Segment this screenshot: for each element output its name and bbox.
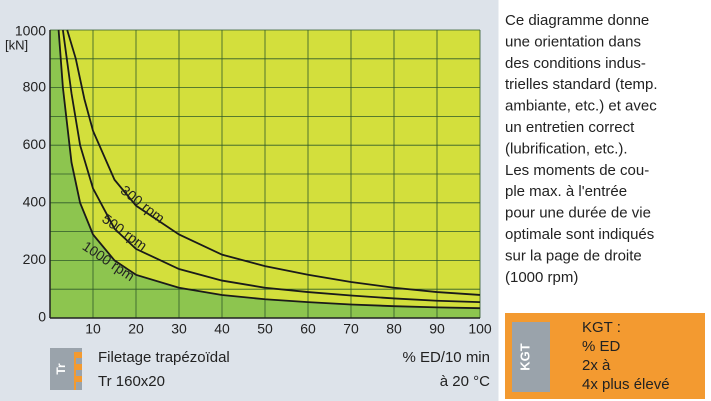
description-line: (1000 rpm) (505, 269, 578, 286)
description-line: Ce diagramme donne (505, 12, 649, 29)
description-line: pour une durée de vie (505, 205, 651, 222)
x-tick-label: 40 (214, 321, 230, 337)
x-tick-label: 90 (429, 321, 445, 337)
thread-size: Tr 160x20 (98, 373, 165, 390)
x-tick-label: 10 (85, 321, 101, 337)
x-tick-label: 50 (257, 321, 273, 337)
description-line: optimale sont indiqués (505, 226, 654, 243)
x-tick-label: 100 (468, 321, 492, 337)
description-line: une orientation dans (505, 33, 641, 50)
description-line: trielles standard (temp. (505, 76, 658, 93)
panel-border (0, 0, 499, 401)
description-line: Les moments de cou- (505, 162, 649, 179)
x-tick-label: 80 (386, 321, 402, 337)
y-tick-label: 400 (23, 194, 47, 210)
thread-name: Filetage trapézoïdal (98, 349, 230, 366)
x-tick-label: 70 (343, 321, 359, 337)
thread-icon-label: Tr (54, 363, 68, 375)
y-tick-label: 0 (38, 309, 46, 325)
description-line: sur la page de droite (505, 247, 642, 264)
y-tick-label: 600 (23, 136, 47, 152)
y-tick-label: 200 (23, 251, 47, 267)
curve (62, 29, 481, 304)
thread-teeth (74, 352, 82, 390)
x-tick-label: 20 (128, 321, 144, 337)
y-tick-label: 1000 (15, 23, 46, 39)
y-axis-label: [kN] (5, 37, 28, 52)
kgt-text: KGT : % ED 2x à 4x plus élevé (582, 319, 670, 393)
kgt-icon-label: KGT (517, 343, 532, 371)
kgt-icon (512, 322, 550, 392)
x-tick-label: 30 (171, 321, 187, 337)
y-tick-label: 800 (23, 78, 47, 94)
curve (57, 29, 481, 310)
kgt-line: 2x à (582, 357, 611, 374)
duty: % ED/10 min (402, 349, 490, 366)
kgt-line: KGT : (582, 319, 621, 336)
description: Ce diagramme donne une orientation dans de… (505, 12, 658, 286)
description-line: ple max. à l'entrée (505, 183, 627, 200)
x-tick-label: 60 (300, 321, 316, 337)
description-line: (lubrification, etc.). (505, 140, 628, 157)
temperature: à 20 °C (440, 373, 490, 390)
kgt-line: 4x plus élevé (582, 376, 670, 393)
description-line: un entretien correct (505, 119, 635, 136)
curve (66, 29, 481, 296)
description-line: des conditions indus- (505, 55, 646, 72)
kgt-line: % ED (582, 338, 621, 355)
description-line: ambiante, etc.) et avec (505, 98, 657, 115)
